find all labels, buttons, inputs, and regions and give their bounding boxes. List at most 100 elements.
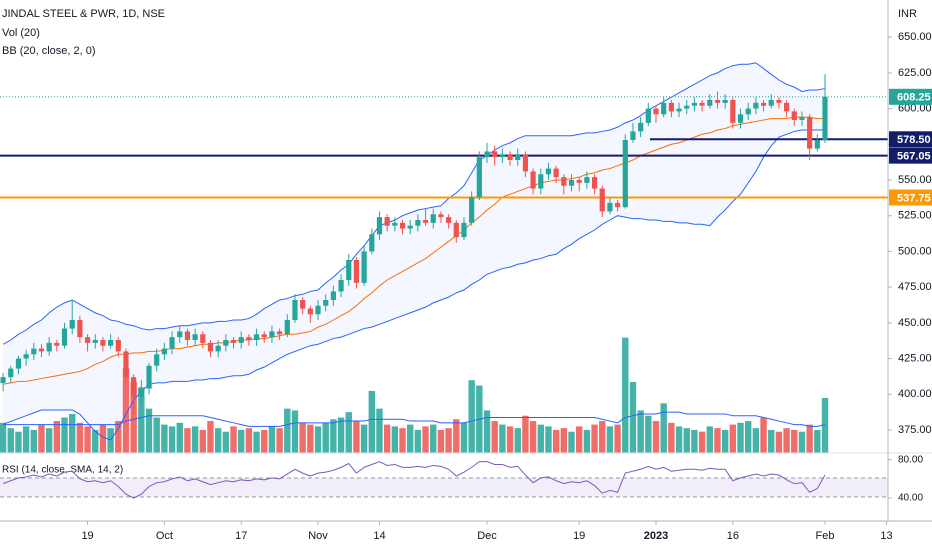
x-tick-label: 16 (727, 530, 739, 542)
volume-bar (399, 428, 406, 453)
candle-body (576, 180, 582, 183)
volume-bar (760, 417, 767, 453)
candle-body (630, 131, 636, 140)
volume-bar (814, 429, 821, 453)
candle-body (269, 331, 275, 338)
candle-body (653, 108, 659, 115)
candle-body (538, 174, 544, 189)
volume-bar (606, 426, 614, 453)
volume-bar (468, 380, 475, 453)
symbol-title: JINDAL STEEL & PWR, 1D, NSE (2, 8, 165, 20)
volume-bar (798, 431, 806, 453)
x-tick-label: 13 (880, 530, 892, 542)
volume-bar (238, 429, 245, 453)
volume-bar (560, 428, 568, 453)
candle-body (338, 280, 344, 292)
candle-body (184, 331, 191, 340)
candle-body (415, 220, 421, 226)
volume-bar (276, 428, 283, 453)
volume-bar (552, 429, 560, 453)
candle-body (146, 365, 152, 389)
candle-body (300, 300, 306, 309)
y-tick-label: 600.00 (898, 102, 932, 114)
candle-body (515, 154, 521, 160)
x-tick-label: Dec (477, 530, 497, 542)
candle-body (484, 151, 490, 158)
candle-body (814, 140, 820, 149)
candle-body (376, 217, 383, 235)
x-tick-label: 17 (235, 530, 247, 542)
volume-bar (445, 428, 452, 453)
y-tick-label: 475.00 (898, 281, 932, 293)
candle-body (200, 334, 206, 343)
candle-body (23, 354, 29, 359)
volume-bar (314, 426, 322, 453)
candle-body (730, 100, 736, 123)
candle-body (323, 300, 329, 306)
candle-body (446, 217, 452, 223)
volume-bar (422, 426, 429, 453)
volume-bar (537, 424, 544, 453)
volume-bar (499, 424, 506, 453)
candle-body (645, 108, 651, 123)
volume-bar (115, 421, 122, 453)
x-tick-label: 14 (373, 530, 385, 542)
candle-body (822, 96, 828, 140)
volume-bar (568, 431, 575, 453)
candle-body (714, 100, 721, 103)
candle-body (599, 188, 605, 212)
volume-ma-line (3, 411, 826, 427)
candle-body (46, 342, 52, 352)
x-tick-label: 19 (81, 530, 93, 542)
volume-bar (575, 426, 583, 453)
candle-body (8, 368, 14, 378)
price-pane (0, 62, 888, 453)
candle-body (161, 348, 167, 355)
volume-bar (652, 421, 660, 453)
volume-bar (84, 426, 91, 453)
candle-body (753, 102, 759, 109)
x-tick-label: Oct (156, 530, 173, 542)
volume-bar (368, 390, 375, 453)
volume-bar (322, 422, 329, 453)
candle-body (469, 197, 475, 223)
volume-bar (775, 431, 783, 453)
volume-bar (460, 422, 468, 453)
candle-body (661, 102, 667, 115)
x-tick-label: Nov (308, 530, 328, 542)
y-tick-label: 450.00 (898, 317, 932, 329)
rsi-tick-label: 80.00 (898, 454, 923, 465)
candle-body (131, 377, 137, 398)
volume-bar (284, 408, 291, 453)
candle-body (707, 100, 713, 106)
volume-bar (660, 403, 667, 453)
volume-bar (698, 431, 706, 453)
volume-bar (783, 428, 790, 453)
candle-body (77, 320, 83, 338)
price-tag (889, 147, 932, 164)
candle-body (607, 202, 613, 212)
candle-body (100, 340, 106, 346)
volume-bar (15, 431, 22, 453)
candle-body (591, 177, 598, 189)
candle-body (530, 171, 536, 189)
volume-bar (714, 428, 721, 453)
candle-body (768, 100, 774, 106)
candle-body (499, 154, 505, 158)
candle-body (292, 300, 298, 320)
volume-bar (0, 422, 7, 453)
price-tag-label: 608.25 (897, 92, 931, 104)
volume-bar (821, 397, 829, 453)
rsi-title: RSI (14, close, SMA, 14, 2) (2, 465, 123, 476)
price-tag (889, 88, 932, 105)
volume-bar (168, 426, 176, 453)
candle-body (215, 345, 221, 352)
candle-body (684, 105, 690, 109)
candle-body (476, 157, 482, 198)
volume-bar (99, 424, 107, 453)
y-tick-label: 400.00 (898, 388, 932, 400)
y-tick-label: 525.00 (898, 210, 932, 222)
candle-body (461, 222, 467, 238)
candle-body (369, 234, 375, 252)
